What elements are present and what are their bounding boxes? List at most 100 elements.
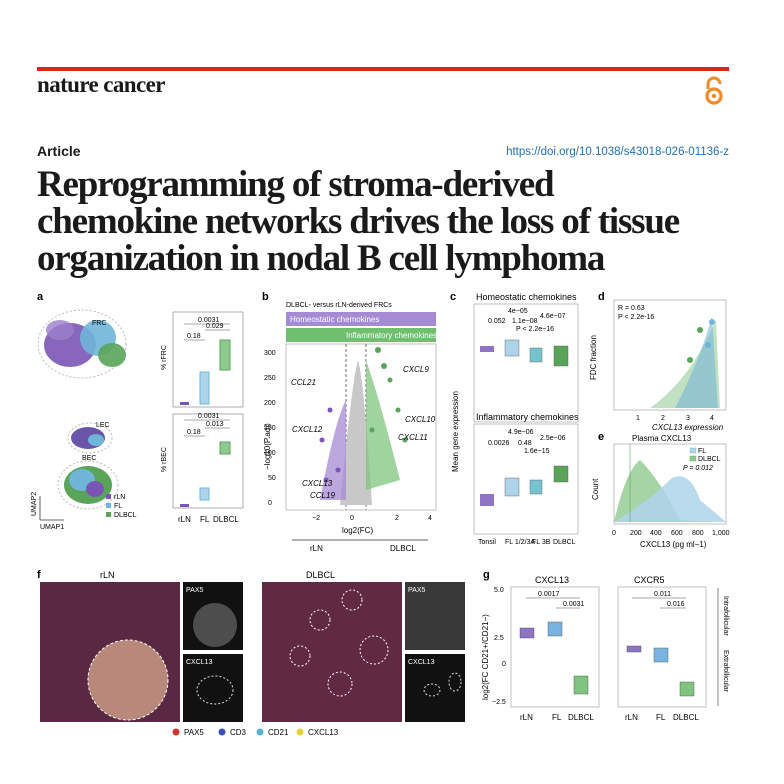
xtick: 800 bbox=[692, 530, 704, 537]
panel-label-a: a bbox=[37, 291, 44, 303]
subplot-title: CXCR5 bbox=[634, 575, 665, 585]
side-label: Extrafollicular bbox=[722, 650, 729, 693]
volcano-xlabel: log2(FC) bbox=[342, 526, 373, 535]
xlabel-pg: CXCL13 (pg ml−1) bbox=[640, 540, 707, 549]
group-label: FL bbox=[656, 713, 666, 722]
legend-dlbcl: DLBCL bbox=[114, 512, 137, 519]
side-label: Intrafollicular bbox=[722, 596, 729, 636]
group-label: rLN bbox=[520, 713, 533, 722]
pval: 0.0026 bbox=[488, 440, 510, 447]
subplot-title: Homeostatic chemokines bbox=[476, 292, 577, 302]
panel-label-e: e bbox=[598, 431, 604, 443]
inset-label: CXCL13 bbox=[186, 659, 213, 666]
pval: 0.18 bbox=[187, 333, 201, 340]
microscopy-panel: rLN PAX5 CXCL13 DLBCL PAX5 CXCL13 PAX5 C… bbox=[40, 570, 465, 737]
umap-label-frc: FRC bbox=[92, 320, 106, 327]
boxplot-rbec: % rBEC 0.0031 0.18 0.013 rLN FL DLBCL bbox=[161, 413, 244, 524]
pval: P = 0.012 bbox=[683, 465, 713, 472]
group-label: FL 1/2/3A bbox=[505, 539, 535, 546]
ytick: 100 bbox=[264, 450, 276, 457]
xtick: −2 bbox=[312, 515, 320, 522]
inset-label: CXCL13 bbox=[408, 659, 435, 666]
xtick: 1,000 bbox=[712, 530, 730, 537]
subplot-title: Inflammatory chemokines bbox=[476, 412, 579, 422]
boxplot-rfrc: % rFRC 0.0031 0.18 0.029 bbox=[161, 311, 244, 408]
title-line: chemokine networks drives the loss of ti… bbox=[37, 201, 680, 242]
ylabel-count: Count bbox=[591, 478, 600, 500]
subplot-title: CXCL13 bbox=[535, 575, 569, 585]
pval: 0.0031 bbox=[198, 413, 220, 420]
pval: 0.18 bbox=[187, 429, 201, 436]
pval: 0.0031 bbox=[563, 601, 585, 608]
ytick: 250 bbox=[264, 375, 276, 382]
ytick: 0 bbox=[502, 661, 506, 668]
xtick: 4 bbox=[428, 515, 432, 522]
group-label: rLN bbox=[625, 713, 638, 722]
pval: 1.6e−15 bbox=[524, 448, 550, 455]
xtick: 3 bbox=[686, 415, 690, 422]
legend-dlbcl: DLBCL bbox=[698, 456, 721, 463]
volcano-plot: DLBCL- versus rLN-derived FRCs Homeostat… bbox=[263, 302, 437, 553]
boxplot-cd21: CXCL13 0.0017 0.0031 log2(FC CD21+/CD21−… bbox=[481, 575, 600, 722]
group-label: rLN bbox=[178, 515, 191, 524]
ytick: 300 bbox=[264, 350, 276, 357]
pval: 0.48 bbox=[518, 440, 532, 447]
open-access-icon[interactable] bbox=[703, 76, 725, 106]
xlabel-cxcl13: CXCL13 expression bbox=[652, 423, 724, 432]
density-plasma-cxcl13: Plasma CXCL13 FL DLBCL P = 0.012 Count 0… bbox=[591, 434, 730, 549]
umap-label-lec: LEC bbox=[96, 422, 110, 429]
ylabel-rbec: % rBEC bbox=[161, 447, 168, 472]
ylabel-mean-expression: Mean gene expression bbox=[451, 391, 460, 472]
title-line: Reprogramming of stroma-derived bbox=[37, 164, 555, 205]
stat-p: P < 2.2e-16 bbox=[618, 314, 654, 321]
gene-label: CCL21 bbox=[291, 378, 316, 387]
pval: 1.1e−08 bbox=[512, 318, 538, 325]
xtick: 0 bbox=[612, 530, 616, 537]
volcano-ylabel: −log10(P.adj) bbox=[263, 423, 272, 470]
legend-rln: rLN bbox=[114, 494, 125, 501]
ytick: 50 bbox=[268, 475, 276, 482]
group-label: DLBCL bbox=[213, 515, 239, 524]
pval: 0.029 bbox=[206, 323, 224, 330]
umap-axis-y: UMAP2 bbox=[31, 492, 38, 516]
gene-label: CXCL10 bbox=[405, 415, 436, 424]
ytick: 5.0 bbox=[494, 587, 504, 594]
xtick: 400 bbox=[650, 530, 662, 537]
journal-name[interactable]: nature cancer bbox=[37, 72, 165, 97]
umap-axis-x: UMAP1 bbox=[40, 524, 64, 531]
group-label: DLBCL bbox=[568, 713, 594, 722]
legend-pax5: PAX5 bbox=[184, 728, 204, 737]
pval: 0.052 bbox=[488, 318, 506, 325]
density-title: Plasma CXCL13 bbox=[632, 434, 692, 443]
legend-cxcl13: CXCL13 bbox=[308, 728, 339, 737]
panel-label-c: c bbox=[450, 291, 456, 303]
xtick: 4 bbox=[710, 415, 714, 422]
doi-link[interactable]: https://doi.org/10.1038/s43018-026-01136… bbox=[506, 146, 729, 158]
group-label: DLBCL bbox=[673, 713, 699, 722]
direction-label: DLBCL bbox=[390, 544, 416, 553]
stat-r: R = 0.63 bbox=[618, 305, 645, 312]
image-title: rLN bbox=[100, 570, 115, 580]
panel-label-f: f bbox=[37, 569, 41, 581]
direction-label: rLN bbox=[310, 544, 323, 553]
pval: 4.6e−07 bbox=[540, 313, 566, 320]
pval: 0.0017 bbox=[538, 591, 560, 598]
ytick: −2.5 bbox=[492, 699, 506, 706]
volcano-title: DLBCL- versus rLN-derived FRCs bbox=[286, 302, 392, 309]
panel-label-b: b bbox=[262, 291, 269, 303]
ytick: 150 bbox=[264, 425, 276, 432]
scatter-fdc: R = 0.63 P < 2.2e-16 FDC fraction 1 2 3 … bbox=[589, 299, 727, 432]
pval: P < 2.2e−16 bbox=[516, 326, 554, 333]
xtick: 600 bbox=[671, 530, 683, 537]
panel-label-d: d bbox=[598, 291, 605, 303]
ytick: 0 bbox=[268, 500, 272, 507]
image-title: DLBCL bbox=[306, 570, 335, 580]
article-type-label: Article bbox=[37, 143, 81, 159]
group-label: Tonsil bbox=[478, 539, 496, 546]
gene-label: CXCL9 bbox=[403, 365, 429, 374]
umap-label-bec: BEC bbox=[82, 455, 96, 462]
ylabel-log2fc: log2(FC CD21+/CD21−) bbox=[481, 614, 490, 700]
title-line: organization in nodal B cell lymphoma bbox=[37, 238, 605, 279]
xtick: 200 bbox=[630, 530, 642, 537]
